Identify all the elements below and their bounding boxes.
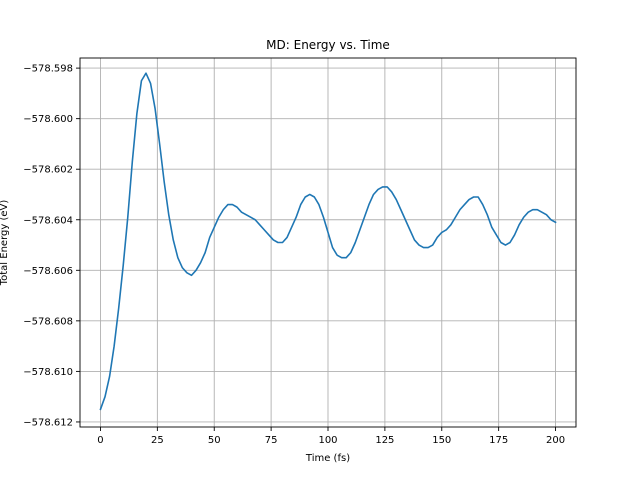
x-tick-label: 100 <box>318 435 337 446</box>
x-tick-label: 75 <box>265 435 278 446</box>
x-axis-ticks: 0 25 50 75 100 125 150 175 200 <box>97 427 565 446</box>
x-tick-label: 200 <box>546 435 565 446</box>
y-tick-label: −578.600 <box>23 114 73 125</box>
y-tick-label: −578.610 <box>23 367 73 378</box>
x-axis-label: Time (fs) <box>305 453 350 464</box>
chart-title: MD: Energy vs. Time <box>266 38 390 52</box>
x-tick-label: 125 <box>375 435 394 446</box>
y-tick-label: −578.602 <box>23 165 73 176</box>
y-axis-label: Total Energy (eV) <box>0 200 10 287</box>
y-axis-ticks: −578.612 −578.610 −578.608 −578.606 −578.604… <box>23 64 80 428</box>
y-tick-label: −578.598 <box>23 64 73 75</box>
grid-lines <box>80 58 576 427</box>
x-tick-label: 150 <box>432 435 451 446</box>
x-tick-label: 25 <box>151 435 164 446</box>
energy-series-line <box>99 72 557 411</box>
y-tick-label: −578.606 <box>23 266 73 277</box>
y-tick-label: −578.612 <box>23 417 73 428</box>
x-tick-label: 0 <box>97 435 103 446</box>
x-tick-label: 50 <box>208 435 221 446</box>
y-tick-label: −578.604 <box>23 215 73 226</box>
y-tick-label: −578.608 <box>23 316 73 327</box>
x-tick-label: 175 <box>489 435 508 446</box>
